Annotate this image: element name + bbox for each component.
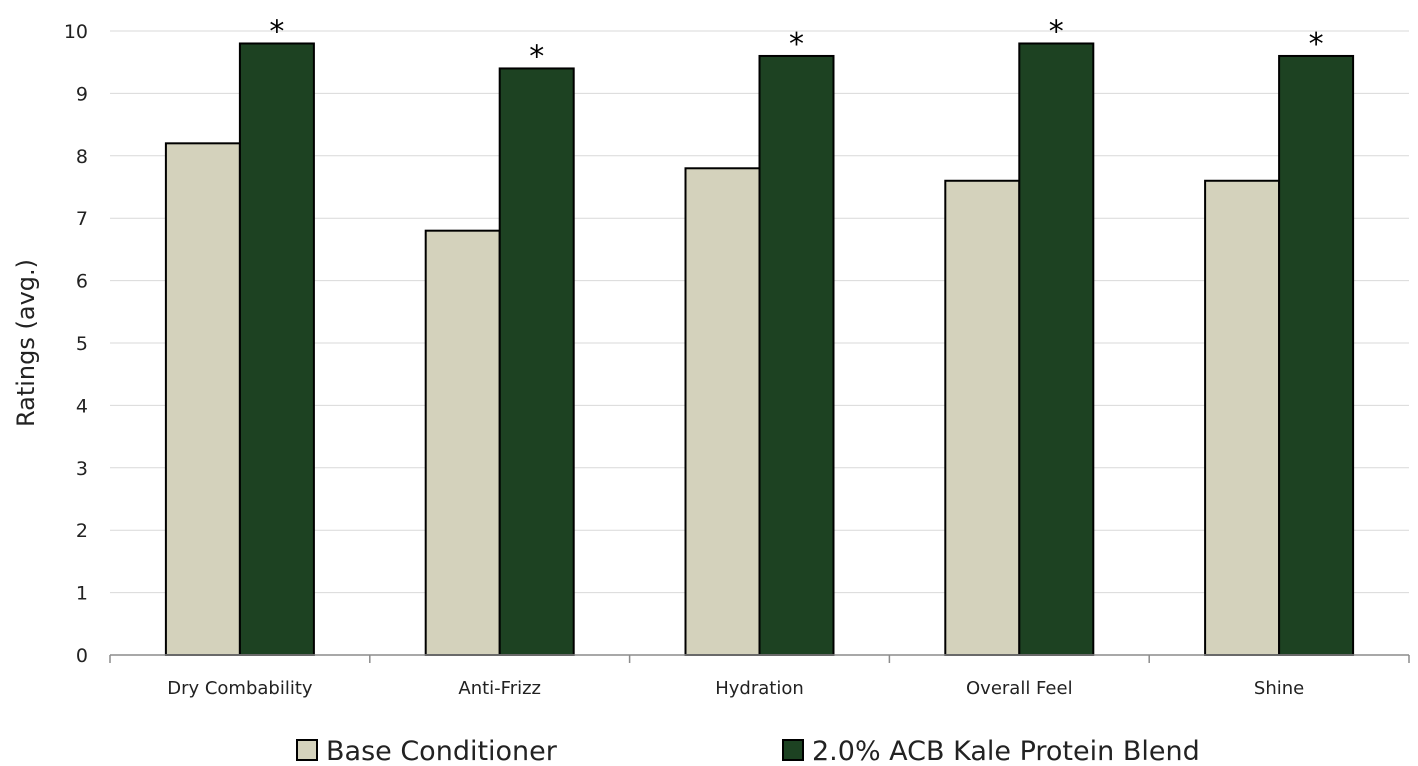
bar bbox=[944, 179, 1021, 656]
significance-star: * bbox=[529, 39, 544, 74]
y-tick-label: 0 bbox=[76, 645, 88, 667]
x-tick-label: Overall Feel bbox=[966, 678, 1073, 699]
significance-star: * bbox=[269, 14, 284, 49]
significance-markers: * * * * * bbox=[269, 14, 1323, 74]
y-tick-label: 5 bbox=[76, 333, 88, 355]
bar bbox=[1018, 42, 1095, 657]
bar bbox=[1278, 54, 1355, 656]
bar bbox=[424, 229, 501, 656]
x-tick-label: Anti-Frizz bbox=[458, 678, 541, 699]
legend-swatch bbox=[296, 739, 318, 761]
bar bbox=[1204, 179, 1281, 656]
significance-star: * bbox=[789, 27, 804, 62]
legend: Base Conditioner 2.0% ACB Kale Protein Bl… bbox=[296, 736, 1200, 766]
y-tick-label: 10 bbox=[64, 21, 88, 43]
y-tick-label: 9 bbox=[76, 83, 88, 105]
legend-swatch bbox=[782, 739, 804, 761]
y-tick-label: 1 bbox=[76, 583, 88, 605]
y-tick-label: 6 bbox=[76, 271, 88, 293]
bar bbox=[164, 142, 241, 656]
legend-label: 2.0% ACB Kale Protein Blend bbox=[812, 736, 1200, 766]
x-tick-label: Shine bbox=[1254, 678, 1304, 699]
legend-label: Base Conditioner bbox=[326, 736, 558, 766]
y-tick-label: 4 bbox=[76, 395, 88, 417]
y-tick-label: 8 bbox=[76, 146, 88, 168]
bars bbox=[164, 42, 1355, 657]
y-tick-label: 3 bbox=[76, 458, 88, 480]
y-axis-label: Ratings (avg.) bbox=[12, 259, 40, 427]
significance-star: * bbox=[1309, 27, 1324, 62]
bar bbox=[498, 67, 575, 656]
x-axis: Dry Combability Anti-Frizz Hydration Overal… bbox=[109, 654, 1410, 699]
y-tick-label: 2 bbox=[76, 520, 88, 542]
bar bbox=[758, 54, 835, 656]
y-tick-label: 7 bbox=[76, 208, 88, 230]
bar bbox=[238, 42, 315, 657]
y-axis-ticks: 0 1 2 3 4 5 6 7 8 9 10 bbox=[64, 21, 88, 667]
chart-title: ACB Kale Protein Blend bbox=[512, 0, 972, 8]
significance-star: * bbox=[1049, 14, 1064, 49]
bar bbox=[684, 167, 761, 656]
x-tick-label: Hydration bbox=[715, 678, 804, 699]
x-tick-label: Dry Combability bbox=[167, 678, 313, 699]
